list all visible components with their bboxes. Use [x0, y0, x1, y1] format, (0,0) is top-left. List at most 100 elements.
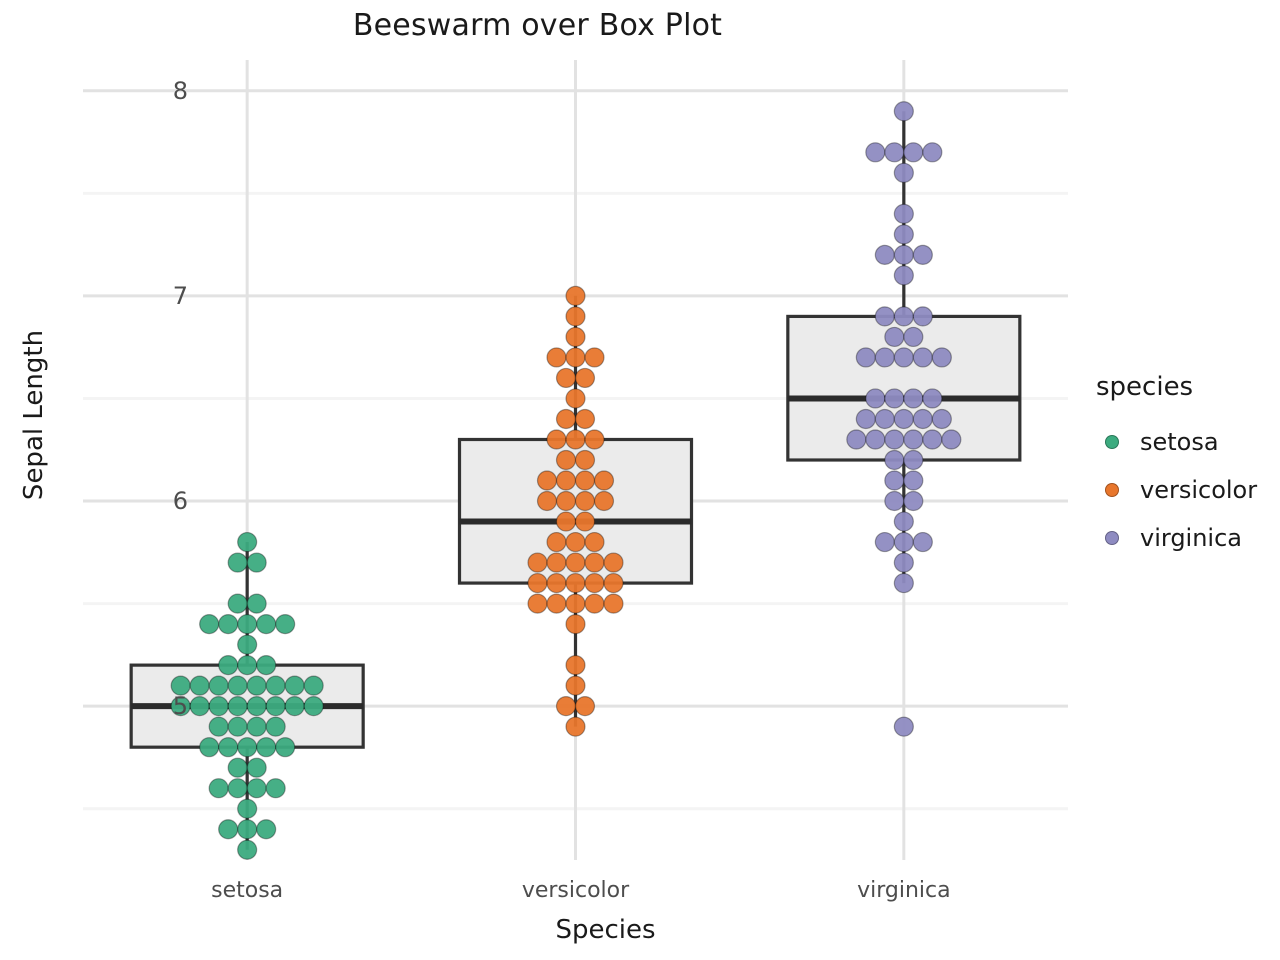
beeswarm-point [227, 696, 248, 717]
beeswarm-point [565, 531, 586, 553]
beeswarm-point [555, 490, 577, 512]
beeswarm-point [227, 675, 248, 696]
beeswarm-point [527, 572, 548, 594]
beeswarm-point [565, 347, 586, 368]
legend-color-swatch [1105, 435, 1119, 449]
beeswarm-point [893, 552, 914, 573]
y-tick-label: 7 [172, 281, 188, 310]
beeswarm-point [884, 449, 905, 471]
beeswarm-point [903, 490, 924, 512]
beeswarm-point [903, 470, 924, 491]
beeswarm-point [199, 614, 220, 635]
beeswarm-point [265, 716, 286, 737]
beeswarm-point [227, 716, 248, 737]
y-axis-title: Sepal Length [19, 329, 49, 501]
beeswarm-point [565, 306, 586, 327]
beeswarm-point [874, 347, 895, 368]
beeswarm-point [584, 552, 605, 573]
chart-title: Beeswarm over Box Plot [352, 8, 723, 43]
beeswarm-point [237, 839, 258, 860]
beeswarm-point [536, 470, 558, 491]
x-tick-label-setosa: setosa [211, 878, 284, 903]
beeswarm-point [565, 614, 586, 635]
beeswarm-point [265, 778, 286, 799]
beeswarm-point [546, 552, 567, 573]
beeswarm-point [874, 531, 895, 553]
beeswarm-point [874, 306, 895, 327]
beeswarm-point [237, 614, 258, 635]
beeswarm-point [865, 388, 886, 409]
beeswarm-point [584, 572, 605, 594]
beeswarm-point [565, 655, 586, 676]
beeswarm-point [584, 429, 605, 450]
beeswarm-point [555, 367, 577, 389]
beeswarm-point [227, 757, 248, 778]
beeswarm-point [584, 593, 605, 614]
x-tick-label-virginica: virginica [857, 878, 951, 903]
legend-entries: setosa versicolor virginica [1096, 418, 1280, 562]
beeswarm-point [555, 511, 577, 532]
beeswarm-point [931, 347, 952, 368]
beeswarm-point [893, 716, 914, 737]
beeswarm-point [218, 614, 239, 635]
beeswarm-point [237, 798, 258, 819]
beeswarm-point [893, 162, 914, 183]
beeswarm-point [593, 490, 615, 512]
beeswarm-point [893, 265, 914, 286]
beeswarm-point [265, 696, 286, 717]
beeswarm-point [574, 490, 596, 512]
beeswarm-point [922, 142, 943, 163]
beeswarm-point [275, 614, 296, 635]
beeswarm-point [303, 696, 324, 717]
legend-color-swatch [1105, 483, 1119, 497]
beeswarm-point [199, 737, 220, 758]
beeswarm-point [912, 531, 933, 553]
beeswarm-point [189, 696, 210, 717]
beeswarm-point [246, 778, 267, 799]
beeswarm-point [237, 655, 258, 676]
beeswarm-point [922, 388, 943, 409]
beeswarm-point [246, 696, 267, 717]
legend-color-swatch [1105, 531, 1119, 545]
legend-label: setosa [1140, 428, 1219, 456]
beeswarm-point [893, 347, 914, 368]
beeswarm-point [555, 449, 577, 471]
beeswarm-point [903, 429, 924, 450]
beeswarm-point [565, 429, 586, 450]
beeswarm-point [931, 408, 952, 430]
beeswarm-point [546, 593, 567, 614]
beeswarm-point [246, 675, 267, 696]
beeswarm-point [227, 552, 248, 573]
beeswarm-point [208, 696, 229, 717]
beeswarm-point [189, 675, 210, 696]
beeswarm-point [565, 675, 586, 696]
beeswarm-point [246, 716, 267, 737]
beeswarm-point [874, 408, 895, 430]
beeswarm-point [574, 511, 596, 532]
beeswarm-point [574, 408, 596, 430]
legend-entry-setosa[interactable]: setosa [1096, 418, 1280, 466]
x-tick-label-versicolor: versicolor [521, 878, 630, 903]
beeswarm-point [574, 470, 596, 491]
beeswarm-point [884, 429, 905, 450]
beeswarm-point [912, 408, 933, 430]
beeswarm-point [874, 244, 895, 265]
legend-entry-versicolor[interactable]: versicolor [1096, 466, 1280, 514]
beeswarm-point [855, 408, 876, 430]
beeswarm-point [893, 306, 914, 327]
beeswarm-point [527, 593, 548, 614]
beeswarm-point [256, 737, 277, 758]
beeswarm-point [527, 552, 548, 573]
beeswarm-point [565, 388, 586, 409]
beeswarm-point [893, 203, 914, 224]
legend-entry-virginica[interactable]: virginica [1096, 514, 1280, 562]
beeswarm-point [565, 716, 586, 737]
beeswarm-point [546, 572, 567, 594]
beeswarm-point [893, 408, 914, 430]
legend-dot-icon [1096, 483, 1128, 497]
plot-area [83, 60, 1068, 860]
beeswarm-point [227, 593, 248, 614]
beeswarm-point [941, 429, 962, 450]
beeswarm-point [574, 449, 596, 471]
